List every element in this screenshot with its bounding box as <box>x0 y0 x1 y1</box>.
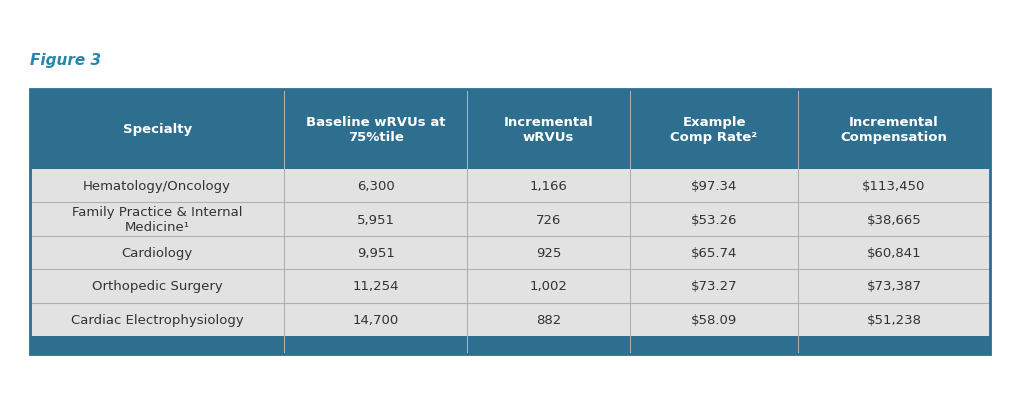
Text: Cardiac Electrophysiology: Cardiac Electrophysiology <box>71 313 244 326</box>
Text: 9,951: 9,951 <box>356 246 394 259</box>
Text: 5,951: 5,951 <box>356 213 394 226</box>
Bar <box>30 90 990 354</box>
Text: 882: 882 <box>536 313 561 326</box>
Text: $38,665: $38,665 <box>866 213 922 226</box>
Bar <box>30 270 990 303</box>
Text: Orthopedic Surgery: Orthopedic Surgery <box>92 280 222 293</box>
Text: $53.26: $53.26 <box>691 213 737 226</box>
Text: 726: 726 <box>536 213 561 226</box>
Text: $60,841: $60,841 <box>866 246 922 259</box>
Text: 1,002: 1,002 <box>529 280 567 293</box>
Text: $113,450: $113,450 <box>862 180 926 193</box>
Text: Incremental
wRVUs: Incremental wRVUs <box>504 116 593 144</box>
Text: 11,254: 11,254 <box>352 280 399 293</box>
Bar <box>30 203 990 236</box>
Text: $97.34: $97.34 <box>691 180 737 193</box>
Text: Specialty: Specialty <box>123 123 191 136</box>
Text: Figure 3: Figure 3 <box>30 53 101 68</box>
Text: Incremental
Compensation: Incremental Compensation <box>841 116 947 144</box>
Text: 6,300: 6,300 <box>356 180 394 193</box>
Bar <box>30 90 990 170</box>
Text: $73.27: $73.27 <box>690 280 737 293</box>
Text: $58.09: $58.09 <box>691 313 737 326</box>
Text: 1,166: 1,166 <box>529 180 567 193</box>
Text: 14,700: 14,700 <box>352 313 398 326</box>
Text: $73,387: $73,387 <box>866 280 922 293</box>
Bar <box>30 236 990 270</box>
Text: 925: 925 <box>536 246 561 259</box>
Text: $65.74: $65.74 <box>691 246 737 259</box>
Text: $51,238: $51,238 <box>866 313 922 326</box>
Bar <box>30 90 990 354</box>
Text: Family Practice & Internal
Medicine¹: Family Practice & Internal Medicine¹ <box>72 206 243 234</box>
Text: Baseline wRVUs at
75%tile: Baseline wRVUs at 75%tile <box>306 116 445 144</box>
Text: Cardiology: Cardiology <box>122 246 193 259</box>
Bar <box>30 303 990 336</box>
Text: Hematology/Oncology: Hematology/Oncology <box>83 180 231 193</box>
Text: Example
Comp Rate²: Example Comp Rate² <box>671 116 758 144</box>
Bar <box>30 170 990 203</box>
